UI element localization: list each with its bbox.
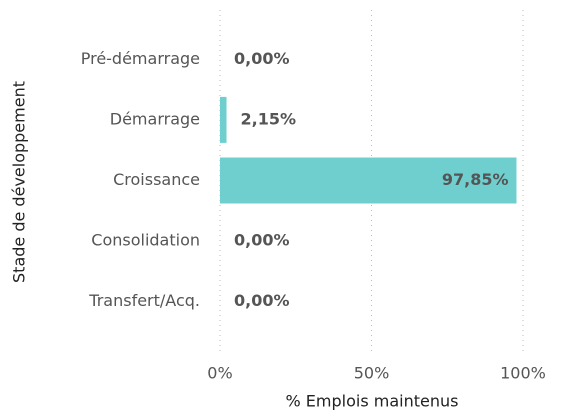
bar: [220, 157, 517, 204]
x-tick-label: 0%: [207, 364, 232, 383]
data-label: 97,85%: [442, 170, 509, 189]
bar: [220, 96, 227, 143]
data-label: 0,00%: [234, 49, 290, 68]
y-tick-label: Démarrage: [110, 109, 200, 128]
y-tick-label: Pré-démarrage: [81, 49, 200, 68]
y-axis-label: Stade de développement: [10, 81, 29, 283]
y-tick-label: Consolidation: [91, 231, 200, 250]
x-tick-label: 100%: [500, 364, 546, 383]
y-tick-label: Transfert/Acq.: [88, 291, 200, 310]
data-label: 0,00%: [234, 231, 290, 250]
x-tick-label: 50%: [354, 364, 390, 383]
data-label: 2,15%: [241, 109, 297, 128]
y-tick-label: Croissance: [113, 170, 200, 189]
data-label: 0,00%: [234, 291, 290, 310]
x-axis-label: % Emplois maintenus: [286, 392, 459, 411]
